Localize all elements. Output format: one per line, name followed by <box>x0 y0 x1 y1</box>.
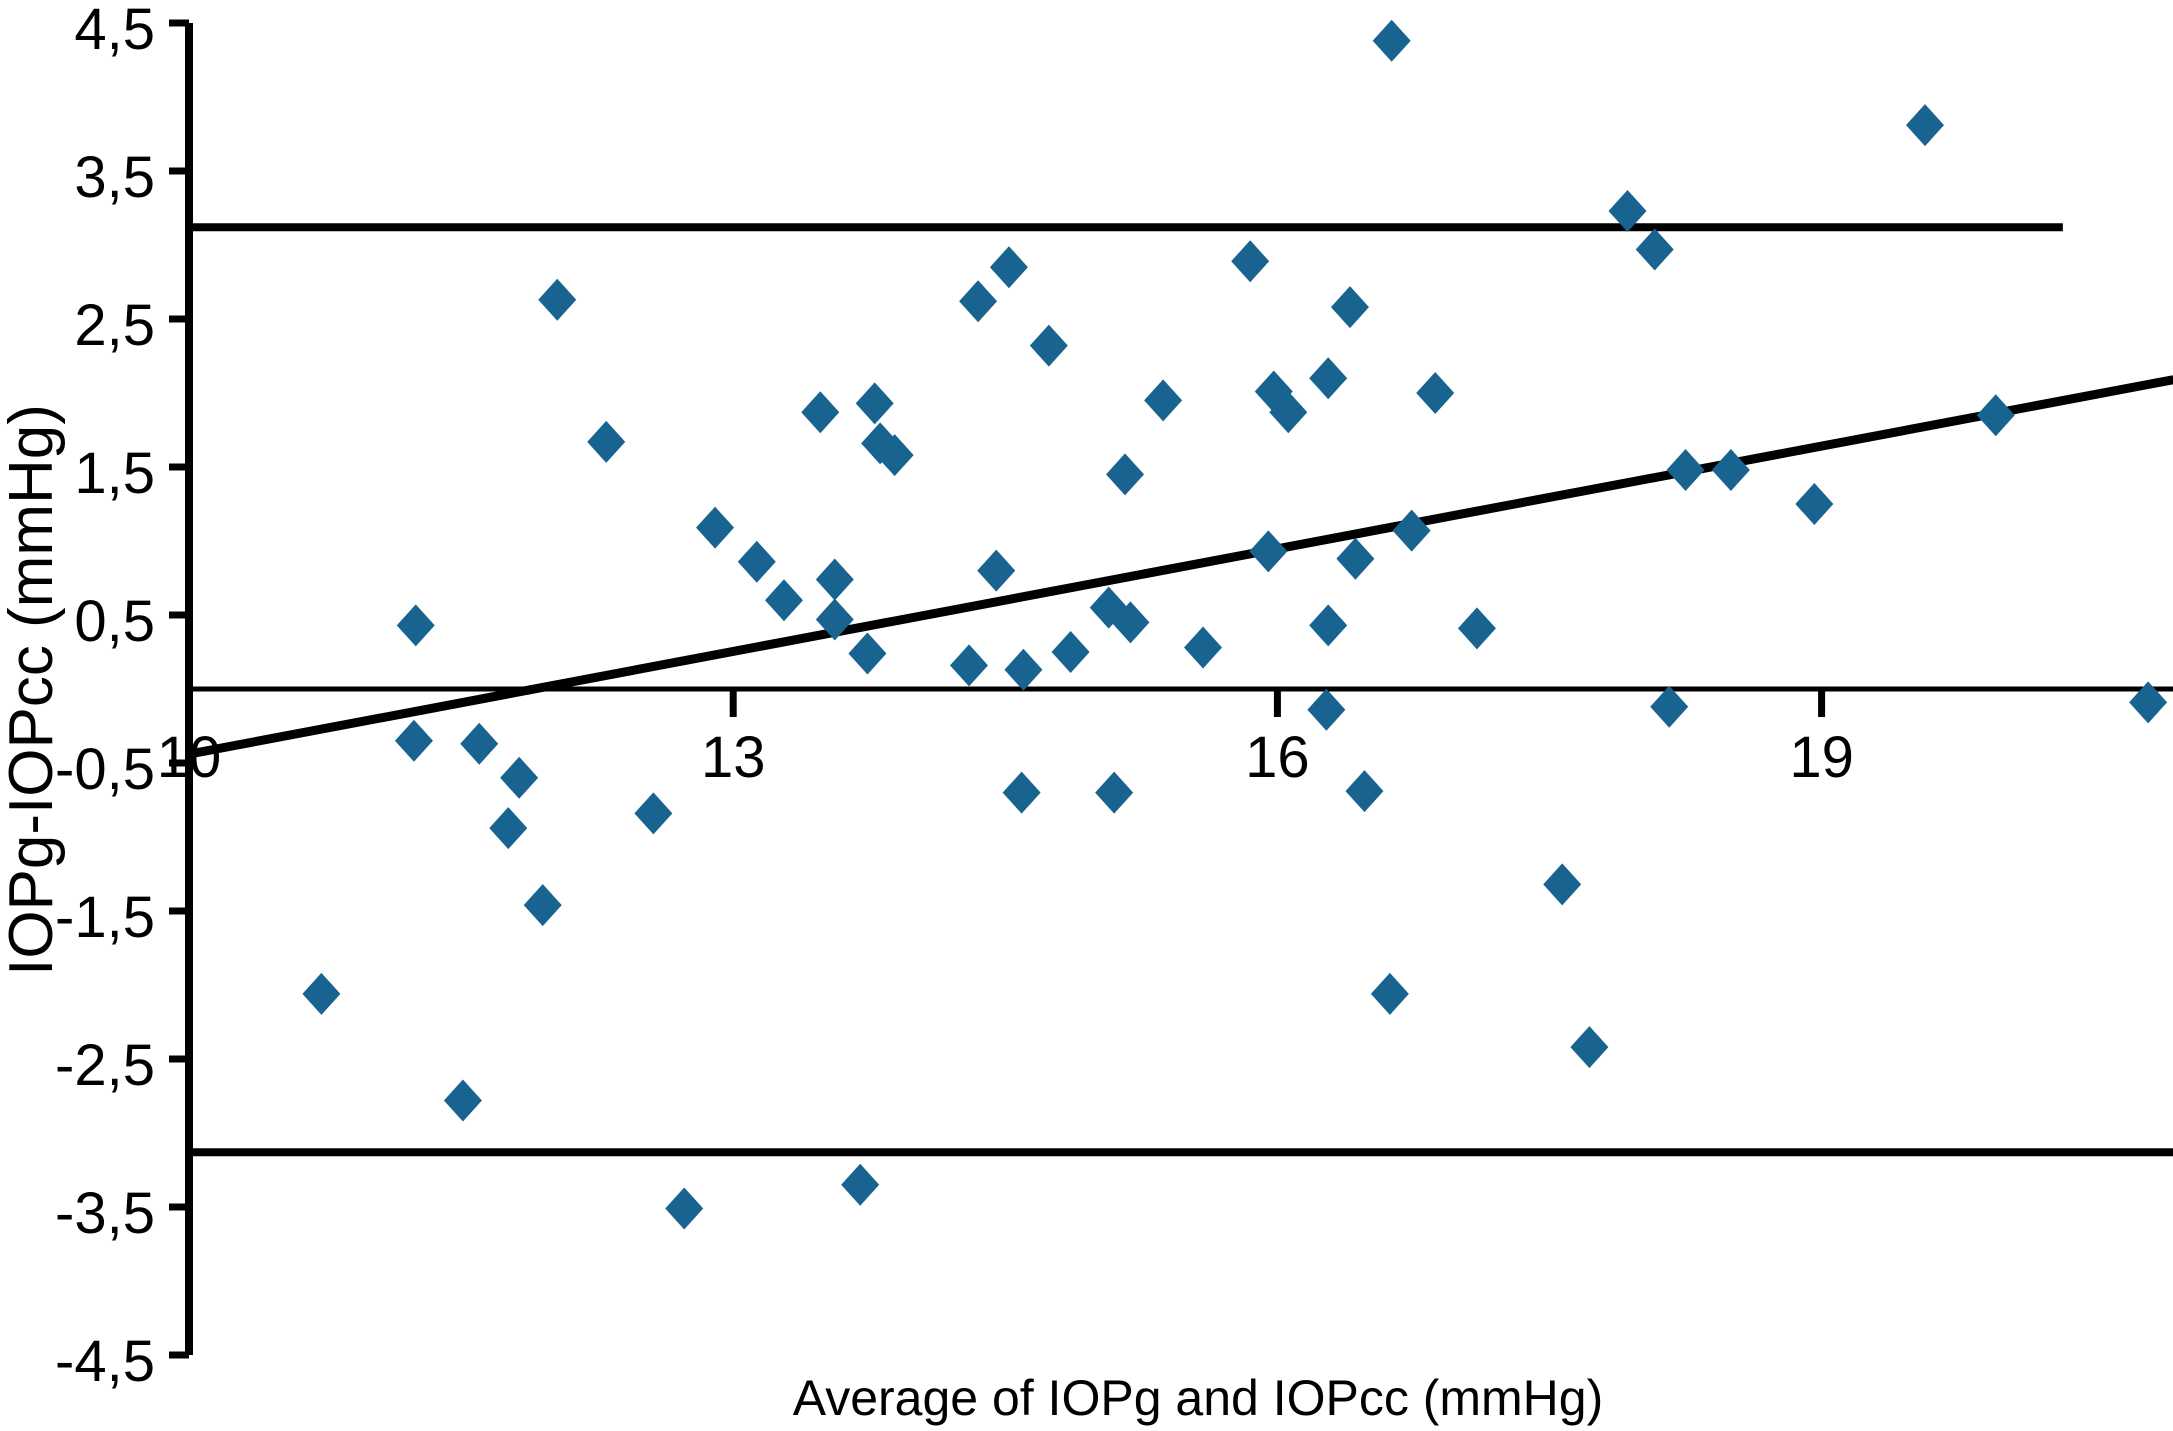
data-point <box>1051 631 1090 673</box>
data-point <box>1249 530 1288 573</box>
y-axis-tick-label: -3,5 <box>55 1181 155 1246</box>
data-point <box>1666 448 1705 491</box>
y-axis-tick-label: 2,5 <box>74 293 155 358</box>
data-point <box>801 391 840 434</box>
plot-layer: 4,5 3,5 2,5 1,5 0,5 -0,5 -1,5 -2,5 -3,5 -4,5 10 13 1… <box>55 0 2173 1394</box>
data-point <box>460 722 499 765</box>
data-point <box>977 549 1016 592</box>
data-point <box>396 604 435 647</box>
data-point <box>634 792 673 835</box>
data-point <box>1307 688 1346 731</box>
data-point <box>2129 681 2168 724</box>
data-point <box>1416 372 1455 414</box>
data-point <box>989 246 1028 289</box>
data-point <box>959 280 998 323</box>
x-axis-title: Average of IOPg and IOPcc (mmHg) <box>793 1370 1604 1426</box>
data-point <box>1543 863 1582 906</box>
data-point <box>848 632 887 675</box>
data-point <box>523 884 562 927</box>
data-point <box>1976 394 2015 437</box>
y-axis-title: IOPg-IOPcc (mmHg) <box>0 404 66 976</box>
data-point <box>950 644 989 687</box>
data-point <box>489 807 528 850</box>
data-point <box>1029 324 1068 367</box>
data-point <box>875 434 914 477</box>
data-point <box>696 506 735 549</box>
data-point <box>1336 537 1375 580</box>
y-axis-tick-label: -0,5 <box>55 737 155 802</box>
data-point <box>1650 685 1689 728</box>
regression-line <box>188 375 2173 759</box>
y-axis-tick-label: 4,5 <box>74 0 155 62</box>
data-point <box>1711 448 1750 491</box>
data-point <box>1144 379 1183 422</box>
data-point <box>1345 770 1384 813</box>
data-point <box>302 972 341 1015</box>
data-point <box>1608 189 1647 232</box>
data-point <box>1231 240 1270 283</box>
data-point <box>1111 601 1150 644</box>
data-point <box>1309 604 1348 647</box>
data-point <box>538 278 577 321</box>
data-point <box>737 540 776 583</box>
data-point <box>443 1079 482 1122</box>
data-point <box>764 579 803 622</box>
x-axis-tick-label: 10 <box>157 725 222 790</box>
data-point <box>1184 626 1223 669</box>
data-point <box>1002 771 1041 814</box>
data-point <box>665 1187 704 1230</box>
data-point <box>841 1163 880 1206</box>
data-point <box>1392 509 1431 552</box>
x-axis-tick-label: 19 <box>1789 725 1854 790</box>
data-point <box>815 598 854 641</box>
data-point <box>500 756 539 799</box>
y-axis-tick-label: 3,5 <box>74 145 155 210</box>
data-point <box>815 558 854 601</box>
y-axis-tick-label: -2,5 <box>55 1033 155 1098</box>
data-point <box>1106 453 1145 496</box>
x-axis-tick-label: 13 <box>701 725 766 790</box>
y-axis-tick-label: -4,5 <box>55 1329 155 1394</box>
data-point <box>1457 607 1496 650</box>
data-point <box>1372 19 1411 62</box>
data-point <box>855 382 894 425</box>
data-point <box>1309 357 1348 400</box>
y-axis-tick-label: 0,5 <box>74 589 155 654</box>
data-point <box>1795 483 1834 525</box>
data-point <box>1095 771 1134 814</box>
data-point <box>1004 648 1043 691</box>
data-point <box>1330 286 1369 329</box>
data-point <box>1635 228 1674 271</box>
data-point <box>1570 1026 1609 1069</box>
data-point <box>394 719 433 762</box>
y-axis-tick-label: -1,5 <box>55 885 155 950</box>
data-point <box>1905 104 1944 147</box>
x-axis-tick-label: 16 <box>1245 725 1310 790</box>
y-axis-tick-label: 1,5 <box>74 441 155 506</box>
data-point <box>587 420 626 463</box>
data-point <box>1269 391 1308 434</box>
data-point <box>1370 972 1409 1015</box>
